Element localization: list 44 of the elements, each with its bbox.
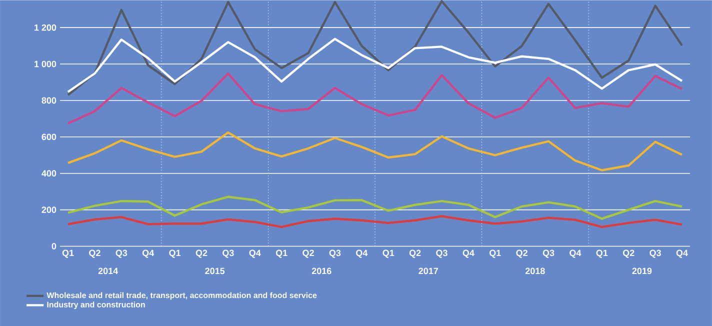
x-tick-label: Q1 bbox=[490, 250, 501, 258]
x-tick-label: Q3 bbox=[329, 250, 341, 258]
y-tick-label: 1 200 bbox=[34, 24, 56, 31]
x-tick-label: Q3 bbox=[116, 250, 128, 258]
x-tick-label: Q3 bbox=[542, 250, 554, 258]
legend-label: Wholesale and retail trade, transport, accommodation and food service bbox=[46, 292, 317, 300]
x-tick-label: Q2 bbox=[89, 250, 100, 258]
x-tick-label: Q2 bbox=[516, 250, 528, 258]
x-tick-label: Q4 bbox=[142, 250, 154, 258]
y-tick-label: 0 bbox=[52, 242, 56, 250]
line-series bbox=[66, 214, 684, 228]
x-tick-label: Q4 bbox=[462, 250, 474, 258]
x-tick-label: Q2 bbox=[196, 250, 208, 258]
legend-label: Industry and construction bbox=[47, 301, 145, 309]
x-tick-label: Q3 bbox=[650, 250, 661, 258]
text: 2015 bbox=[205, 268, 225, 274]
x-tick-label: Q2 bbox=[622, 250, 634, 258]
x-tick-label: Q4 bbox=[676, 250, 688, 258]
x-tick-label: Q1 bbox=[382, 250, 394, 258]
x-tick-label: Q1 bbox=[62, 250, 74, 258]
x-tick-label: Q4 bbox=[570, 250, 582, 258]
x-tick-label: Q3 bbox=[436, 250, 448, 258]
x-tick-label: Q1 bbox=[596, 250, 608, 258]
y-tick-label: 1 000 bbox=[34, 60, 56, 68]
x-tick-label: Q3 bbox=[222, 250, 234, 258]
y-tick-label: 800 bbox=[42, 97, 56, 104]
line-series bbox=[66, 72, 684, 124]
text: 2014 bbox=[98, 268, 118, 274]
line-series bbox=[66, 131, 684, 172]
y-tick-label: 400 bbox=[42, 170, 56, 176]
text: 2017 bbox=[418, 268, 438, 274]
x-tick-label: Q4 bbox=[356, 250, 368, 258]
line-series bbox=[66, 0, 684, 96]
y-tick-label: 600 bbox=[42, 134, 56, 140]
x-tick-label: Q1 bbox=[169, 250, 181, 258]
line-series bbox=[66, 196, 684, 220]
text: 2018 bbox=[525, 268, 545, 274]
text: 2016 bbox=[312, 268, 332, 274]
text: 2019 bbox=[632, 268, 652, 274]
x-tick-label: Q1 bbox=[276, 250, 288, 258]
x-tick-label: Q2 bbox=[302, 250, 314, 258]
x-tick-label: Q4 bbox=[249, 250, 261, 258]
x-tick-label: Q2 bbox=[409, 250, 421, 258]
y-tick-label: 200 bbox=[42, 206, 56, 213]
